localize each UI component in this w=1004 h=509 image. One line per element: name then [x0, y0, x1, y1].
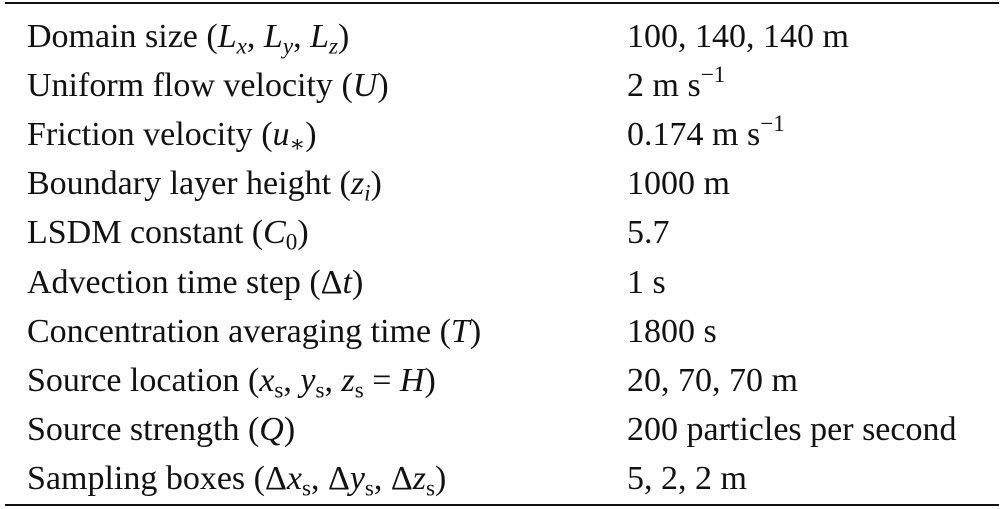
parameter-name: Boundary layer height: [27, 165, 332, 203]
parameter-symbol: (T): [439, 312, 482, 350]
table-row: Domain size (Lx, Ly, Lz) 100, 140, 140 m: [0, 12, 957, 61]
table-row: Boundary layer height (zi) 1000 m: [0, 160, 957, 209]
parameter-name: Uniform flow velocity: [27, 66, 333, 104]
parameter-name-cell: Domain size (Lx, Ly, Lz): [0, 12, 627, 61]
parameter-symbol: (u∗): [261, 115, 317, 158]
table-row: Advection time step (Δt) 1 s: [0, 258, 957, 307]
parameter-name: Sampling boxes: [27, 460, 246, 498]
table-row: LSDM constant (C0) 5.7: [0, 209, 957, 258]
parameter-name-cell: Source location (xs, ys, zs = H): [0, 356, 627, 405]
parameter-name: Domain size: [27, 17, 198, 55]
parameter-value: 2 m s−1: [627, 61, 726, 104]
table-row: Source location (xs, ys, zs = H) 20, 70, …: [0, 356, 957, 405]
table-row: Friction velocity (u∗) 0.174 m s−1: [0, 110, 957, 159]
parameter-name-cell: LSDM constant (C0): [0, 209, 627, 258]
parameter-name: Friction velocity: [27, 115, 253, 153]
parameter-value: 20, 70, 70 m: [627, 361, 798, 399]
parameter-value: 1800 s: [627, 312, 717, 350]
parameter-value: 100, 140, 140 m: [627, 17, 849, 55]
parameter-name: LSDM constant: [27, 214, 244, 252]
parameter-symbol: (Lx, Ly, Lz): [206, 17, 350, 60]
parameter-name-cell: Source strength (Q): [0, 406, 627, 455]
parameter-value: 0.174 m s−1: [627, 111, 785, 153]
parameter-symbol: (zi): [339, 165, 382, 207]
parameter-value: 5.7: [627, 214, 670, 252]
table-bottom-rule: [5, 504, 999, 506]
parameter-name: Concentration averaging time: [27, 312, 432, 350]
parameter-symbol: (Δxs, Δys, Δzs): [253, 460, 447, 502]
table-row: Uniform flow velocity (U) 2 m s−1: [0, 61, 957, 110]
parameter-name-cell: Sampling boxes (Δxs, Δys, Δzs): [0, 455, 627, 504]
parameter-symbol: (Δt): [309, 263, 364, 301]
parameter-symbol: (U): [341, 66, 389, 104]
parameter-name-cell: Concentration averaging time (T): [0, 307, 627, 356]
parameter-name: Source strength: [27, 411, 240, 449]
parameter-symbol: (xs, ys, zs = H): [247, 361, 436, 404]
table-row: Source strength (Q) 200 particles per sec…: [0, 406, 957, 455]
parameter-value: 1000 m: [627, 165, 730, 203]
parameter-name: Source location: [27, 361, 240, 399]
parameter-value: 5, 2, 2 m: [627, 460, 747, 498]
parameter-name-cell: Friction velocity (u∗): [0, 110, 627, 159]
table-top-rule: [5, 2, 999, 4]
parameter-symbol: (C0): [251, 214, 309, 256]
parameter-name-cell: Advection time step (Δt): [0, 258, 627, 307]
parameter-name-cell: Boundary layer height (zi): [0, 160, 627, 209]
table-row: Sampling boxes (Δxs, Δys, Δzs) 5, 2, 2 m: [0, 455, 957, 504]
parameter-name-cell: Uniform flow velocity (U): [0, 61, 627, 110]
parameter-value: 200 particles per second: [627, 411, 957, 449]
parameter-symbol: (Q): [247, 411, 296, 449]
table-row: Concentration averaging time (T) 1800 s: [0, 307, 957, 356]
parameter-value: 1 s: [627, 263, 666, 301]
parameter-name: Advection time step: [27, 263, 301, 301]
